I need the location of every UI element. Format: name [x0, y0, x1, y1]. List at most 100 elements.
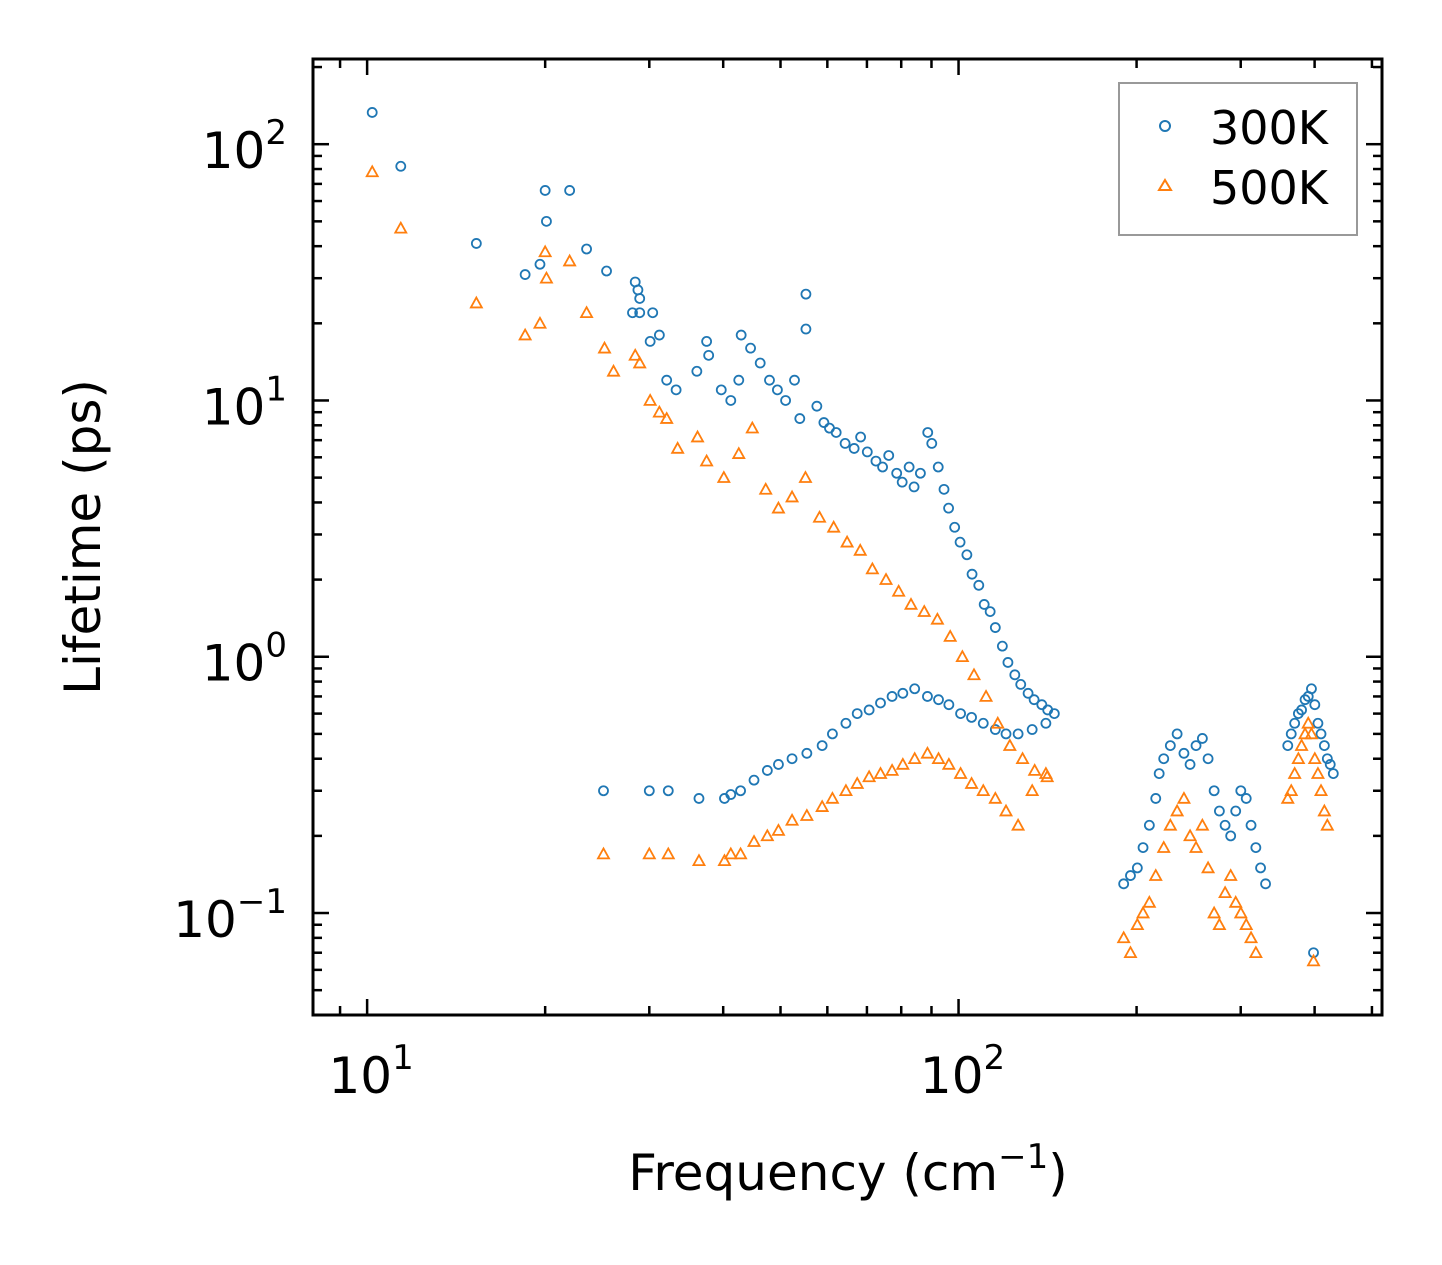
data-point-300k [955, 708, 966, 719]
data-point-500k [1156, 840, 1171, 853]
data-point-300k [827, 728, 838, 740]
y-tick-label-base: 10 [202, 122, 266, 180]
y-tick-label-exp: 2 [265, 113, 287, 153]
data-point-300k [541, 215, 552, 227]
x-tick-label-base: 10 [920, 1047, 984, 1105]
data-point-500k [1011, 817, 1026, 831]
data-point-300k [1026, 724, 1038, 735]
data-point-300k [725, 395, 737, 406]
data-point-500k [840, 534, 855, 548]
data-point-500k [907, 751, 922, 765]
data-point-500k [941, 757, 956, 770]
data-point-500k [691, 853, 706, 867]
data-point-300k [818, 417, 830, 428]
data-point-300k [1235, 785, 1247, 797]
data-point-500k [1287, 766, 1302, 779]
data-point-300k [989, 724, 1001, 735]
data-point-500k [979, 689, 994, 702]
data-point-500k [1307, 751, 1322, 765]
data-point-500k [597, 340, 612, 354]
data-point-500k [771, 823, 786, 836]
data-point-300k [861, 446, 873, 458]
data-point-300k [1028, 694, 1040, 706]
data-point-500k [532, 315, 547, 329]
data-point-300k [870, 455, 882, 467]
data-point-300k [984, 606, 996, 618]
data-point-500k [1280, 791, 1295, 804]
data-point-500k [873, 766, 888, 779]
data-point-500k [1183, 828, 1198, 842]
data-point-300k [764, 374, 775, 386]
data-point-500k [1228, 895, 1243, 908]
data-point-300k [1150, 793, 1162, 804]
data-point-300k [932, 461, 944, 473]
data-point-300k [1137, 842, 1149, 853]
data-point-300k [395, 160, 407, 172]
data-point-300k [653, 329, 665, 341]
data-point-500k [661, 846, 676, 860]
data-point-300k [662, 785, 674, 797]
data-point-500k [717, 853, 732, 867]
data-point-300k [539, 185, 551, 196]
data-point-300k [1245, 819, 1257, 831]
data-point-300k [1040, 717, 1052, 729]
data-point-300k [922, 427, 934, 438]
data-point-500k [539, 270, 554, 284]
data-point-300k [748, 774, 760, 786]
series-300k [366, 107, 1339, 959]
data-point-500k [1027, 763, 1042, 776]
data-point-500k [1218, 885, 1233, 899]
legend-label-500k: 500K [1210, 161, 1330, 215]
data-point-300k [989, 622, 1001, 633]
data-point-500k [785, 489, 800, 503]
x-tick-label-exp: 2 [984, 1038, 1006, 1078]
data-point-300k [693, 793, 705, 804]
data-point-500k [632, 355, 647, 369]
y-tick-label: 102 [202, 113, 287, 180]
data-point-500k [1123, 945, 1138, 959]
data-point-300k [564, 185, 576, 196]
data-point-300k [1125, 870, 1136, 881]
data-point-300k [1002, 657, 1014, 668]
data-point-500k [1176, 791, 1191, 804]
data-point-300k [1285, 728, 1297, 740]
data-point-300k [1230, 805, 1242, 817]
data-point-300k [840, 717, 852, 729]
data-point-300k [647, 307, 659, 319]
x-tick-label: 101 [328, 1038, 413, 1105]
data-point-500k [931, 751, 946, 765]
data-point-300k [830, 427, 842, 438]
data-point-300k [1202, 753, 1214, 765]
y-tick-label-exp: 0 [265, 626, 287, 666]
data-point-300k [839, 437, 851, 449]
data-point-500k [562, 253, 577, 267]
data-point-300k [581, 243, 592, 255]
data-point-500k [1248, 945, 1263, 959]
data-point-300k [1048, 708, 1060, 719]
data-point-300k [1282, 740, 1294, 752]
data-point-500k [785, 812, 800, 826]
data-point-500k [606, 363, 621, 377]
data-point-300k [875, 697, 886, 709]
data-point-500k [885, 763, 900, 776]
x-axis-title-exponent: −1 [998, 1137, 1048, 1177]
legend-item-300k: 300K [1159, 101, 1330, 155]
data-point-500k [1239, 917, 1254, 931]
data-point-300k [1260, 878, 1271, 890]
data-point-500k [862, 769, 877, 783]
data-point-300k [1315, 728, 1327, 740]
data-point-300k [470, 238, 482, 249]
data-point-300k [725, 789, 737, 800]
data-point-300k [801, 747, 813, 759]
legend: 300K 500K [1118, 82, 1358, 236]
y-tick-label: 100 [202, 626, 287, 693]
data-point-300k [773, 759, 784, 770]
y-tick-label: 10−1 [173, 882, 287, 949]
legend-marker-300k [1159, 120, 1171, 132]
plot-frame [311, 57, 1384, 1017]
data-point-500k [964, 776, 979, 789]
y-tick-label-exp: 1 [265, 369, 287, 409]
data-point-500k [659, 411, 674, 424]
data-point-300k [816, 740, 828, 752]
data-point-500k [825, 791, 840, 804]
